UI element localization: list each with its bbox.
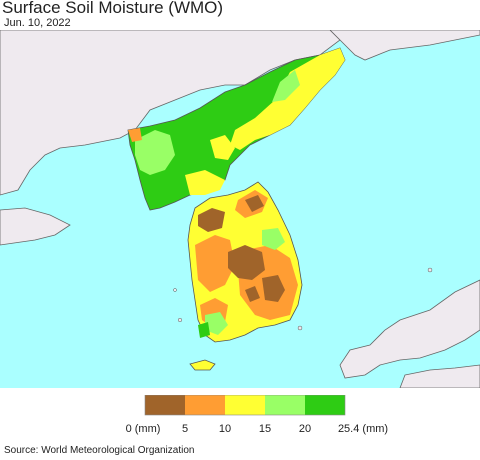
legend-swatch <box>265 395 305 415</box>
legend-tick-label: 25.4 (mm) <box>338 423 388 435</box>
sk-brown-east <box>262 275 285 302</box>
legend-swatch <box>305 395 345 415</box>
nk-south-yellow <box>185 170 225 195</box>
legend-tick-label: 20 <box>299 423 311 435</box>
sk-brown-central <box>228 245 265 280</box>
island-1 <box>297 325 303 331</box>
japan-land <box>339 279 480 379</box>
legend-swatch <box>185 395 225 415</box>
source-credit: Source: World Meteorological Organizatio… <box>4 445 195 456</box>
sk-orange-west <box>195 235 235 292</box>
legend-tick-label: 5 <box>182 423 188 435</box>
japan-south-island <box>399 364 480 388</box>
nk-east-mid <box>272 70 300 102</box>
sk-green-south <box>205 312 228 335</box>
shandong-peninsula <box>0 207 71 246</box>
legend-tick-label: 10 <box>219 423 231 435</box>
sk-brown-nw <box>198 208 225 232</box>
sk-green-east <box>262 228 285 250</box>
nk-west-dry <box>135 130 175 175</box>
nk-orange-spot <box>128 128 142 142</box>
island-2 <box>177 317 183 323</box>
legend-swatch <box>145 395 185 415</box>
russia-land <box>329 30 480 61</box>
sk-brown-north <box>245 195 264 212</box>
map-title: Surface Soil Moisture (WMO) <box>2 0 224 17</box>
nk-east-dry <box>230 48 345 150</box>
sk-green-southwest <box>198 322 210 338</box>
color-legend: 0 (mm) 5 10 15 20 25.4 (mm) <box>126 395 388 435</box>
island-3 <box>173 288 177 292</box>
legend-swatch <box>225 395 265 415</box>
map-date: Jun. 10, 2022 <box>4 17 71 29</box>
nk-central-yellow <box>210 135 235 160</box>
sk-brown-south <box>245 286 260 302</box>
legend-tick-label: 0 (mm) <box>126 423 161 435</box>
legend-outline <box>144 395 346 416</box>
soil-moisture-map <box>0 30 480 388</box>
legend-tick-label: 15 <box>259 423 271 435</box>
jeju-island <box>189 359 216 371</box>
island-4 <box>427 267 433 273</box>
